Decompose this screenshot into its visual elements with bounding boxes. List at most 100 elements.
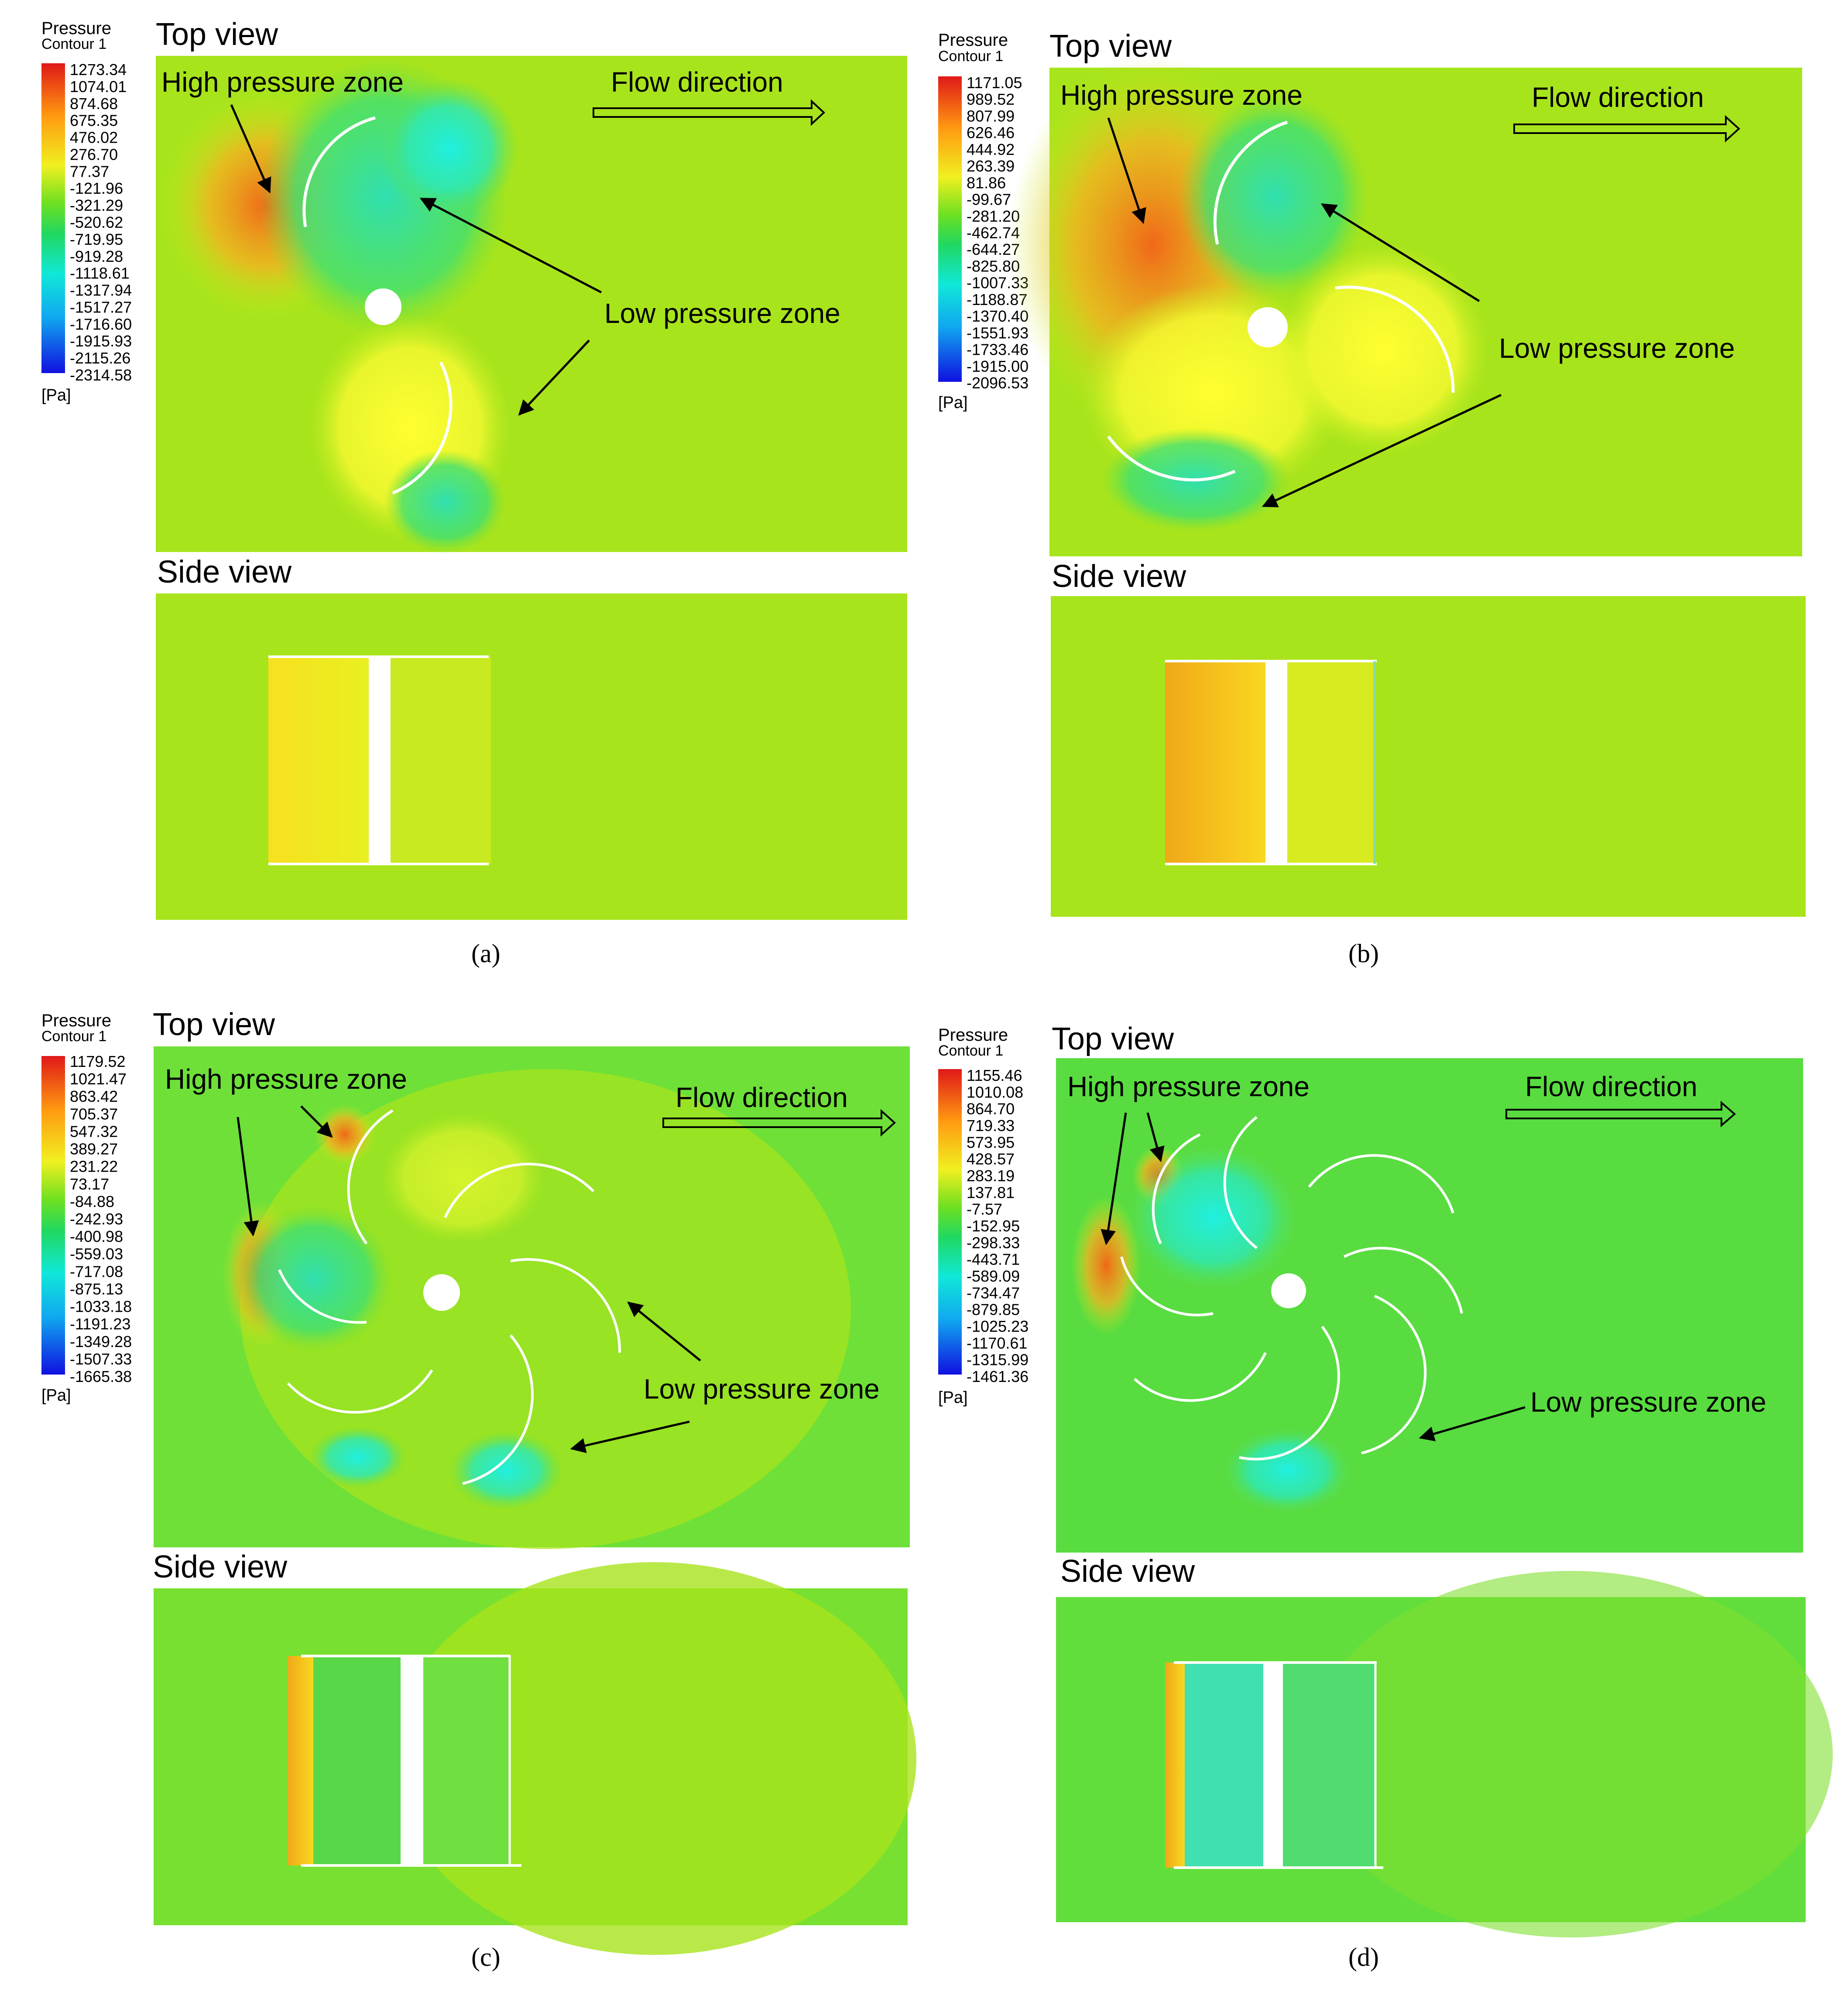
blade <box>392 361 453 495</box>
legend-tick-label: 1179.52 <box>70 1053 125 1070</box>
panel-caption: (a) <box>471 939 501 968</box>
shaft <box>1263 1663 1283 1868</box>
low-pressure-label: Low pressure zone <box>604 298 840 329</box>
legend-unit: [Pa] <box>41 1386 71 1405</box>
legend-unit: [Pa] <box>41 386 71 405</box>
blade <box>1335 285 1455 393</box>
annotation-arrow <box>627 1301 701 1361</box>
legend-tick-label: 1273.34 <box>70 61 127 79</box>
low-pressure-label: Low pressure zone <box>1499 333 1735 364</box>
blade <box>1133 1352 1267 1402</box>
legend-tick-label: -298.33 <box>967 1234 1020 1251</box>
side-view-title: Side view <box>1052 559 1186 594</box>
legend-tick-label: 137.81 <box>967 1183 1015 1201</box>
legend-tick-label: -879.85 <box>967 1301 1020 1319</box>
annotation-arrow <box>518 339 590 416</box>
annotation-arrow <box>1107 117 1146 224</box>
legend-tick-label: 1021.47 <box>70 1070 127 1088</box>
annotation-arrow <box>1321 203 1480 302</box>
legend-tick-label: 626.46 <box>967 124 1015 142</box>
legend-tick-label: -1915.00 <box>967 357 1029 375</box>
legend-unit: [Pa] <box>938 1389 968 1407</box>
shaft <box>1248 307 1288 347</box>
legend-tick-label: 73.17 <box>70 1175 109 1193</box>
legend-tick-label: 1074.01 <box>70 78 127 96</box>
blade <box>1239 1326 1340 1461</box>
annotation-arrow <box>1101 1112 1127 1245</box>
legend-tick-label: 1155.46 <box>967 1066 1022 1084</box>
legend-tick-label: -919.28 <box>70 247 123 265</box>
legend-tick-label: -1716.60 <box>70 315 132 333</box>
legend-tick-label: -1461.36 <box>967 1368 1029 1385</box>
blade <box>1361 1295 1427 1454</box>
legend-tick-label: 476.02 <box>70 129 118 147</box>
flow-direction-label: Flow direction <box>1532 82 1704 113</box>
side-view-field <box>1051 596 1806 917</box>
legend-tick-label: -589.09 <box>967 1267 1020 1285</box>
legend-title: Pressure <box>41 1011 111 1030</box>
blade <box>510 1258 621 1353</box>
shaft <box>423 1274 460 1311</box>
panel-caption: (b) <box>1348 939 1379 968</box>
blade <box>347 1109 394 1245</box>
legend-tick-label: 1010.08 <box>967 1083 1023 1101</box>
legend-tick-label: -1317.94 <box>70 281 132 299</box>
legend-tick-label: -719.95 <box>70 230 123 248</box>
legend-tick-label: 283.19 <box>967 1167 1015 1185</box>
legend-ticks: 1273.341074.01874.68675.35476.02276.7077… <box>70 61 132 384</box>
legend-tick-label: -1915.93 <box>70 332 132 350</box>
shaft <box>369 657 391 864</box>
legend-tick-label: -1315.99 <box>967 1351 1029 1369</box>
panel-caption: (c) <box>471 1943 501 1971</box>
shaft <box>365 288 401 325</box>
legend-tick-label: -1118.61 <box>70 264 130 282</box>
annotation-arrow <box>300 1105 333 1138</box>
legend-tick-label: -400.98 <box>70 1227 123 1245</box>
legend-tick-label: 864.70 <box>967 1100 1015 1118</box>
legend-tick-label: 1171.05 <box>967 74 1022 92</box>
flow-direction-label: Flow direction <box>1525 1071 1697 1102</box>
panel-caption: (d) <box>1348 1943 1379 1971</box>
top-view-field <box>1008 57 1802 556</box>
legend-tick-label: -2096.53 <box>967 374 1029 392</box>
legend-tick-label: 276.70 <box>70 145 118 163</box>
side-view-field <box>156 593 907 920</box>
legend-tick-label: -1733.46 <box>967 341 1029 359</box>
legend-tick-label: -1191.23 <box>70 1315 130 1333</box>
annotation-arrow <box>1146 1112 1165 1162</box>
high-pressure-label: High pressure zone <box>1060 79 1303 111</box>
legend-tick-label: 444.92 <box>967 141 1015 158</box>
legend-tick-label: -1025.23 <box>967 1317 1029 1335</box>
flow-direction-arrow <box>662 1109 896 1137</box>
legend-tick-label: -1517.27 <box>70 298 132 316</box>
blade <box>1308 1154 1454 1214</box>
shaft <box>401 1656 423 1865</box>
legend-tick-label: -99.67 <box>967 191 1011 209</box>
blade <box>1107 435 1236 482</box>
legend-tick-label: -520.62 <box>70 213 123 231</box>
side-view-field <box>154 1562 916 1955</box>
legend-subtitle: Contour 1 <box>41 1028 106 1045</box>
legend-tick-label: -121.96 <box>70 179 123 197</box>
annotation-arrow <box>570 1420 690 1454</box>
flow-direction-arrow <box>593 99 825 126</box>
side-view-title: Side view <box>157 555 292 590</box>
colorbar <box>938 1069 962 1375</box>
shaft <box>1265 661 1287 864</box>
legend-tick-label: -321.29 <box>70 196 123 214</box>
flow-direction-arrow <box>1505 1101 1736 1128</box>
legend-title: Pressure <box>938 31 1008 50</box>
flow-direction-label: Flow direction <box>611 66 783 98</box>
blade <box>462 1334 534 1485</box>
legend-tick-label: -1033.18 <box>70 1298 132 1316</box>
legend-tick-label: 719.33 <box>967 1117 1015 1135</box>
top-view-title: Top view <box>156 17 278 52</box>
panel-b: Pressure Contour 1 1171.05989.52807.9962… <box>938 29 1806 968</box>
high-pressure-label: High pressure zone <box>161 66 404 98</box>
side-view-title: Side view <box>1060 1554 1195 1589</box>
low-pressure-label: Low pressure zone <box>644 1373 880 1405</box>
annotation-arrow <box>1419 1406 1526 1441</box>
annotation-arrow <box>1262 394 1502 507</box>
legend-tick-label: -1507.33 <box>70 1350 132 1368</box>
